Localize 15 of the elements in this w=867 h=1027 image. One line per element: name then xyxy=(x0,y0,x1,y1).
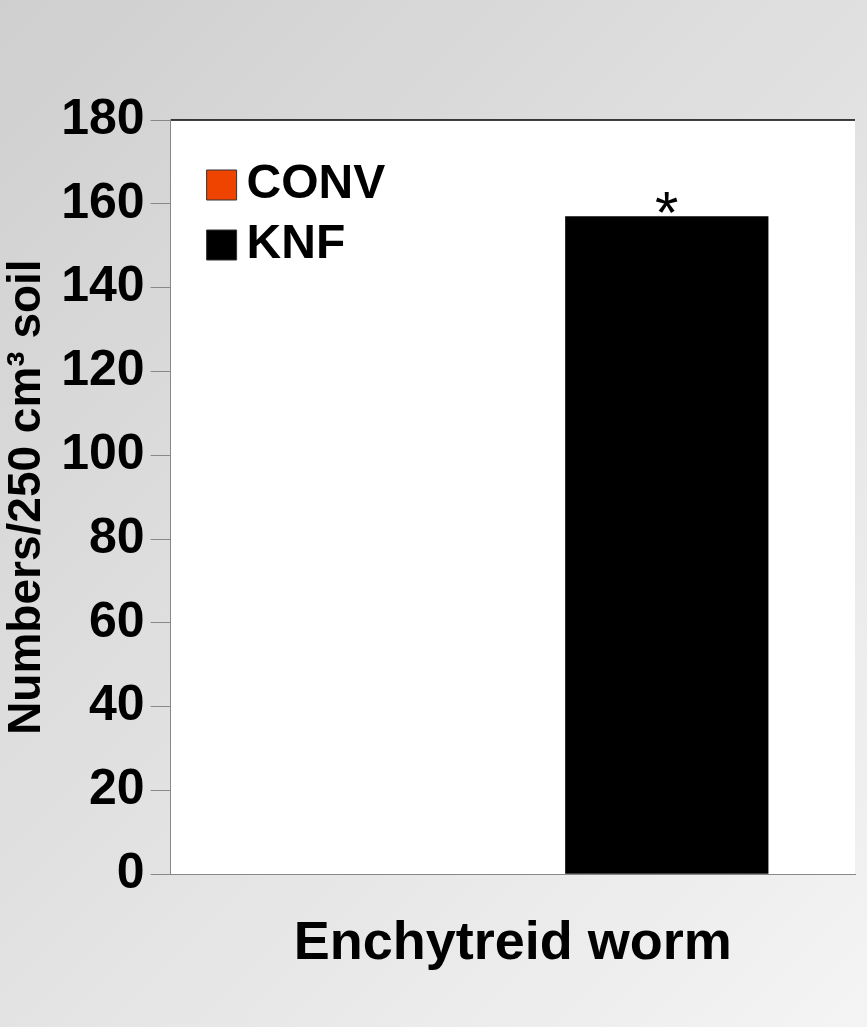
legend-label: KNF xyxy=(246,215,346,269)
legend-label: CONV xyxy=(246,155,386,209)
y-tick-label: 60 xyxy=(89,591,145,648)
y-axis-title: Numbers/250 cm³ soil xyxy=(0,259,51,735)
annotation: * xyxy=(655,178,679,246)
y-tick-label: 40 xyxy=(89,675,145,732)
y-tick-label: 100 xyxy=(61,423,145,480)
y-tick-label: 120 xyxy=(61,340,145,397)
y-tick-label: 140 xyxy=(61,256,145,313)
y-tick-label: 180 xyxy=(61,88,145,145)
x-tick-label: Enchytreid worm xyxy=(293,910,732,971)
y-tick-label: 0 xyxy=(116,842,145,899)
y-tick-label: 20 xyxy=(89,759,145,816)
y-tick-label: 160 xyxy=(61,172,145,229)
y-tick-label: 80 xyxy=(89,507,145,564)
